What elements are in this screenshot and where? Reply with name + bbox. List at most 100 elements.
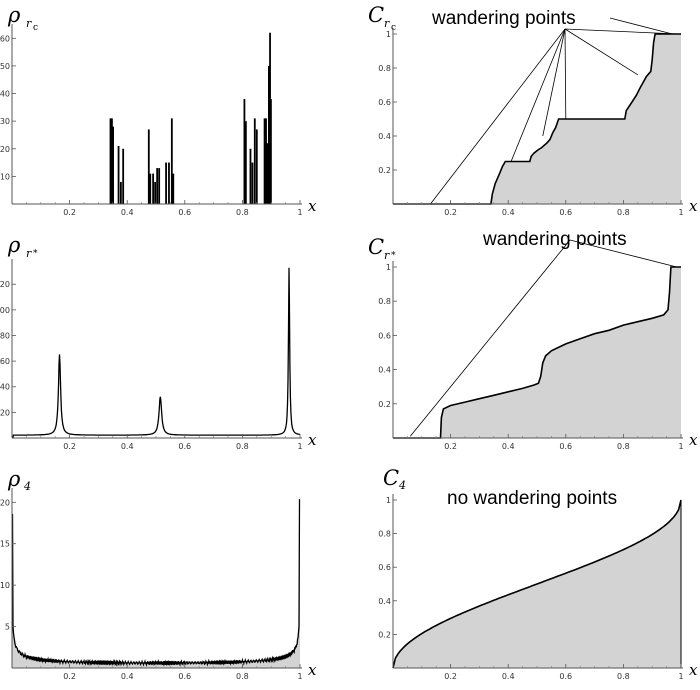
x-tick-label: 0.4 xyxy=(502,672,515,681)
annotation-label: no wandering points xyxy=(447,488,617,509)
x-tick-label: 0.8 xyxy=(617,442,630,451)
histogram-bar xyxy=(243,99,246,204)
y-tick-label: 80 xyxy=(0,331,10,340)
chart-title-subsubscript: * xyxy=(391,251,396,261)
x-axis-label: x xyxy=(308,661,317,679)
x-tick-label: 0.8 xyxy=(617,208,630,217)
x-axis-label: x xyxy=(308,197,317,215)
histogram-bar xyxy=(158,168,161,204)
x-tick-label: 0.2 xyxy=(444,672,457,681)
wandering-pointer-line xyxy=(430,28,566,205)
wandering-pointer-line xyxy=(564,28,567,120)
x-tick-label: 1 xyxy=(678,672,683,681)
y-tick-label: 30 xyxy=(0,117,10,126)
histogram-bar xyxy=(168,162,170,204)
histogram-bar xyxy=(152,173,155,204)
y-tick-label: 1 xyxy=(386,263,391,272)
chart-title: C xyxy=(383,466,399,490)
y-tick-label: 0.4 xyxy=(378,597,391,606)
histogram-bar xyxy=(119,181,122,204)
chart-title: ρ xyxy=(7,233,21,257)
y-tick-label: 0.4 xyxy=(378,366,391,375)
x-axis-label: x xyxy=(689,661,698,679)
y-tick-label: 0.2 xyxy=(378,166,391,175)
histogram-bar xyxy=(122,148,125,204)
y-tick-label: 20 xyxy=(0,498,10,507)
histogram-bar xyxy=(251,162,254,204)
wandering-pointer-line xyxy=(609,17,673,35)
x-tick-label: 0.6 xyxy=(559,208,572,217)
density-area xyxy=(12,499,300,668)
histogram-bar xyxy=(156,168,159,204)
cdf-line xyxy=(392,499,682,669)
histogram-bar xyxy=(263,118,266,204)
cdf-area xyxy=(393,34,681,204)
x-tick-label: 0.2 xyxy=(444,208,457,217)
histogram-bar xyxy=(172,173,175,204)
x-tick-label: 0.8 xyxy=(236,672,249,681)
histogram-bar xyxy=(149,173,152,204)
histogram-bar xyxy=(111,118,113,204)
x-tick-label: 0.2 xyxy=(63,442,76,451)
wandering-pointer-line xyxy=(510,28,566,162)
chart-rho_rstar: ρr*0.20.40.60.8120406080100120x xyxy=(0,233,317,451)
chart-title-subscript: r xyxy=(26,247,32,260)
x-tick-label: 1 xyxy=(297,442,302,451)
y-tick-label: 15 xyxy=(0,540,10,549)
annotation-label: wandering points xyxy=(431,8,576,29)
histogram-bar xyxy=(265,118,267,204)
wandering-pointer-line xyxy=(569,239,677,268)
x-tick-label: 0.4 xyxy=(502,208,515,217)
y-tick-label: 100 xyxy=(0,306,10,315)
x-axis-label: x xyxy=(308,431,317,449)
chart-title: C xyxy=(368,3,384,27)
histogram-bar xyxy=(244,121,247,204)
histogram-bar xyxy=(117,146,120,204)
chart-rho_rc: ρ r c 0.2 0.4 0.6 0.8 1 10 20 30 40 50 60 x xyxy=(0,3,317,217)
annotation-label: wandering points xyxy=(482,229,627,250)
density-line xyxy=(12,267,300,439)
chart-title-subsubscript: c xyxy=(33,23,38,33)
x-tick-label: 0.4 xyxy=(121,442,134,451)
y-tick-label: 0.6 xyxy=(378,331,391,340)
x-axis-label: x xyxy=(689,197,698,215)
wandering-pointer-line xyxy=(409,239,571,437)
x-tick-label: 1 xyxy=(678,208,683,217)
histogram-bar xyxy=(267,65,270,205)
y-tick-label: 40 xyxy=(0,383,10,392)
x-tick-label: 0.6 xyxy=(178,208,191,217)
chart-title-subsubscript: c xyxy=(391,23,396,33)
y-tick-label: 5 xyxy=(5,623,10,632)
y-tick-label: 60 xyxy=(0,34,10,43)
y-tick-label: 0.8 xyxy=(378,64,391,73)
y-tick-label: 0.8 xyxy=(378,297,391,306)
x-tick-label: 0.2 xyxy=(63,208,76,217)
histogram-bar xyxy=(266,143,269,204)
y-tick-label: 20 xyxy=(0,408,10,417)
wandering-pointer-line xyxy=(542,28,566,137)
x-tick-label: 1 xyxy=(297,208,302,217)
x-tick-label: 0.2 xyxy=(444,442,457,451)
density-line xyxy=(11,499,301,667)
histogram-bar xyxy=(154,181,157,204)
x-tick-label: 0.6 xyxy=(559,442,572,451)
x-tick-label: 0.8 xyxy=(617,672,630,681)
y-tick-label: 1 xyxy=(386,496,391,505)
y-tick-label: 1 xyxy=(386,30,391,39)
chart-title-subscript: r xyxy=(384,17,390,30)
chart-title: C xyxy=(368,235,384,259)
x-tick-label: 0.2 xyxy=(63,672,76,681)
histogram-bar xyxy=(170,118,173,204)
y-tick-label: 0.6 xyxy=(378,98,391,107)
y-tick-label: 20 xyxy=(0,145,10,154)
chart-title-subscript: 4 xyxy=(398,479,406,492)
wandering-pointer-line xyxy=(564,28,639,76)
y-tick-label: 0.4 xyxy=(378,132,391,141)
histogram-bar xyxy=(270,99,272,204)
y-tick-label: 0.2 xyxy=(378,400,391,409)
